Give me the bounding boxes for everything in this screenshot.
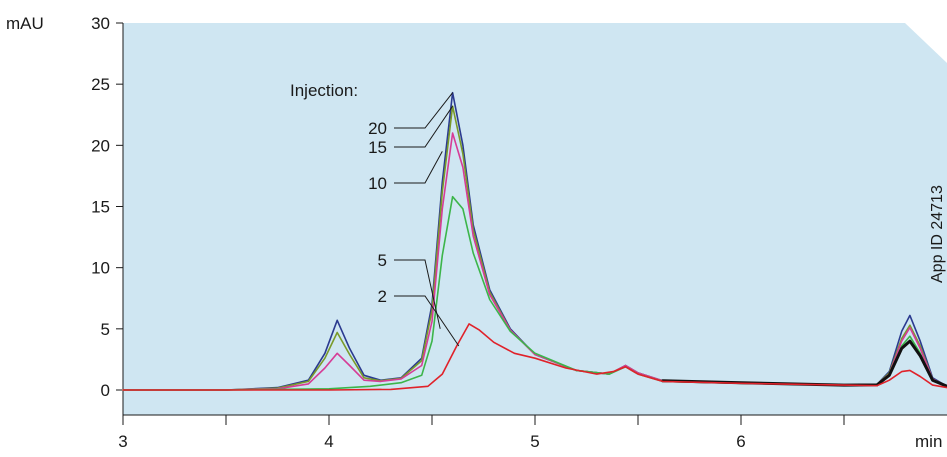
x-tick-label: 6 — [736, 432, 745, 451]
series-leader-10 — [394, 151, 443, 184]
x-axis-unit-label: min — [915, 432, 942, 451]
series-leader-15 — [394, 105, 454, 148]
series-label-15: 15 — [368, 138, 387, 157]
series-label-10: 10 — [368, 174, 387, 193]
x-tick-label: 3 — [118, 432, 127, 451]
y-axis-unit-label: mAU — [6, 14, 44, 33]
y-tick-label: 30 — [91, 14, 110, 33]
y-axis: 0 5 10 15 20 25 30 — [91, 14, 123, 400]
series-line-2 — [122, 323, 947, 391]
series-label-20: 20 — [368, 119, 387, 138]
legend-title: Injection: — [290, 81, 358, 100]
y-tick-label: 0 — [101, 381, 110, 400]
series-leader-2 — [394, 295, 460, 347]
x-tick-label: 5 — [530, 432, 539, 451]
plot-area — [123, 23, 947, 415]
series-label-5: 5 — [378, 251, 387, 270]
app-id-watermark: App ID 24713 — [929, 185, 946, 283]
series-label-2: 2 — [378, 287, 387, 306]
traces — [122, 91, 947, 391]
y-tick-label: 25 — [91, 75, 110, 94]
series-leader-5 — [394, 259, 441, 329]
x-tick-label: 4 — [324, 432, 333, 451]
y-tick-label: 15 — [91, 198, 110, 217]
y-tick-label: 20 — [91, 136, 110, 155]
x-axis: 3 4 5 6 — [118, 415, 845, 451]
series-leader-20 — [394, 92, 453, 129]
y-tick-label: 5 — [101, 320, 110, 339]
y-tick-label: 10 — [91, 259, 110, 278]
